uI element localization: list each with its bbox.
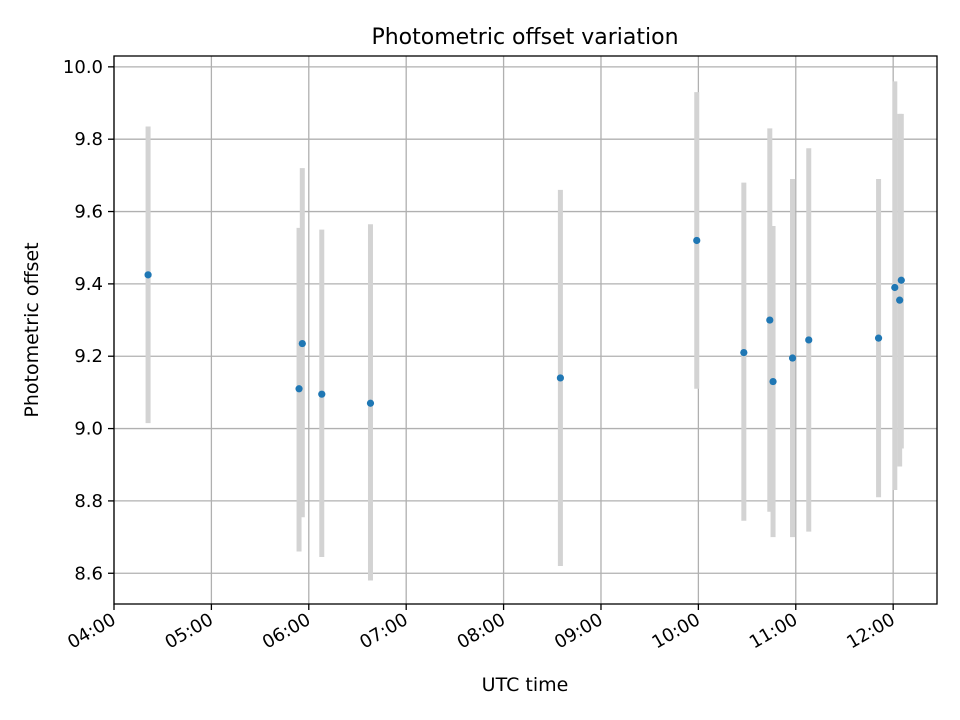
x-tick-label: 04:00 [64,609,119,653]
data-point [693,236,701,245]
x-tick-label: 10:00 [648,609,703,653]
data-point [874,334,883,342]
data-point [298,339,306,348]
data-point [144,271,152,279]
error-bars [145,81,904,581]
data-point [366,399,375,407]
data-point [556,374,565,382]
y-axis-label: Photometric offset [21,242,43,417]
y-tick-label: 8.8 [74,491,103,512]
y-tick-label: 10.0 [63,57,103,78]
y-tick-label: 9.4 [74,274,103,295]
y-tick-label: 8.6 [74,563,103,584]
data-point [769,377,777,386]
x-tick-label: 11:00 [746,609,801,653]
data-point [766,316,774,324]
y-tick-label: 9.2 [74,346,103,367]
x-tick-label: 06:00 [259,609,314,653]
plot-frame [113,55,938,605]
y-axis-ticks: 8.6 8.8 9.0 9.2 9.4 9.6 9.8 10.0 [63,57,114,584]
data-point [788,354,797,362]
data-point [740,349,748,357]
y-tick-label: 9.6 [74,202,103,223]
x-tick-label: 09:00 [551,609,606,653]
y-tick-label: 9.0 [74,419,103,440]
data-point [295,385,303,393]
y-tick-label: 9.8 [74,129,103,150]
x-tick-label: 05:00 [161,609,216,653]
x-axis-ticks: 04:00 05:00 06:00 07:00 08:00 09:00 10:00 11:00… [64,604,899,653]
x-tick-label: 08:00 [454,609,509,653]
x-tick-label: 07:00 [356,609,411,653]
data-points [144,236,905,407]
data-point [896,296,904,304]
data-point [891,283,899,292]
chart-title: Photometric offset variation [371,25,678,50]
x-tick-label: 12:00 [843,609,898,653]
grid-lines [113,56,937,604]
data-point [805,336,813,344]
data-point [897,276,905,284]
data-point [318,390,326,398]
x-axis-label: UTC time [482,674,569,696]
